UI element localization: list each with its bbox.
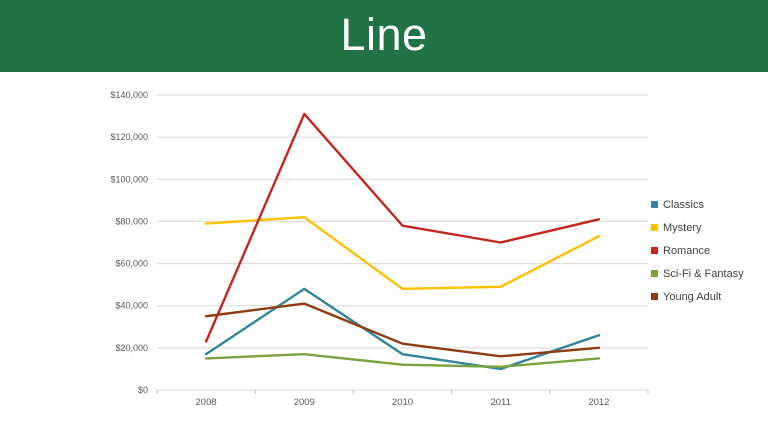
legend-item-mystery: Mystery (651, 216, 744, 239)
y-axis-tick-label: $100,000 (110, 174, 148, 184)
x-axis-tick-label: 2010 (392, 397, 413, 408)
line-chart: $0 $20,000 $40,000 $60,000 $80,000 $100,000 $1… (110, 90, 649, 408)
legend-item-classics: Classics (651, 193, 744, 216)
y-axis-tick-label: $60,000 (115, 259, 148, 269)
x-axis-tick-label: 2012 (588, 397, 609, 408)
slide-title-bar: Line (0, 0, 768, 72)
series-line-classics (204, 287, 601, 371)
legend-label: Classics (663, 198, 704, 211)
legend-label: Sci-Fi & Fantasy (663, 267, 744, 280)
y-axis-tick-label: $0 (138, 385, 148, 395)
legend-item-romance: Romance (651, 239, 744, 262)
legend-item-sci-fi-fantasy: Sci-Fi & Fantasy (651, 262, 744, 285)
legend-marker-icon (651, 293, 658, 300)
slide-title: Line (340, 8, 428, 60)
series-line-young-adult (204, 302, 601, 358)
legend-marker-icon (651, 270, 658, 277)
legend-item-young-adult: Young Adult (651, 285, 744, 308)
y-axis-tick-label: $140,000 (110, 90, 148, 100)
chart-legend: Classics Mystery Romance Sci-Fi & Fantasy Yo… (651, 193, 744, 308)
y-axis-tick-label: $40,000 (115, 301, 148, 311)
y-axis-tick-label: $80,000 (115, 216, 148, 226)
legend-label: Young Adult (663, 290, 722, 303)
series-line-sci-fi-fantasy (204, 352, 601, 369)
y-axis-tick-label: $120,000 (110, 132, 148, 142)
legend-marker-icon (651, 247, 658, 254)
x-axis-tick-label: 2011 (490, 397, 510, 408)
chart-area: $0 $20,000 $40,000 $60,000 $80,000 $100,000 $1… (0, 72, 768, 432)
series-line-romance (204, 112, 601, 343)
series-line-mystery (204, 216, 601, 291)
legend-marker-icon (651, 224, 658, 231)
legend-label: Mystery (663, 221, 702, 234)
x-axis-tick-label: 2009 (294, 397, 315, 408)
x-axis-tick-label: 2008 (196, 397, 217, 408)
y-axis-tick-label: $20,000 (115, 343, 148, 353)
legend-marker-icon (651, 201, 658, 208)
legend-label: Romance (663, 244, 711, 257)
